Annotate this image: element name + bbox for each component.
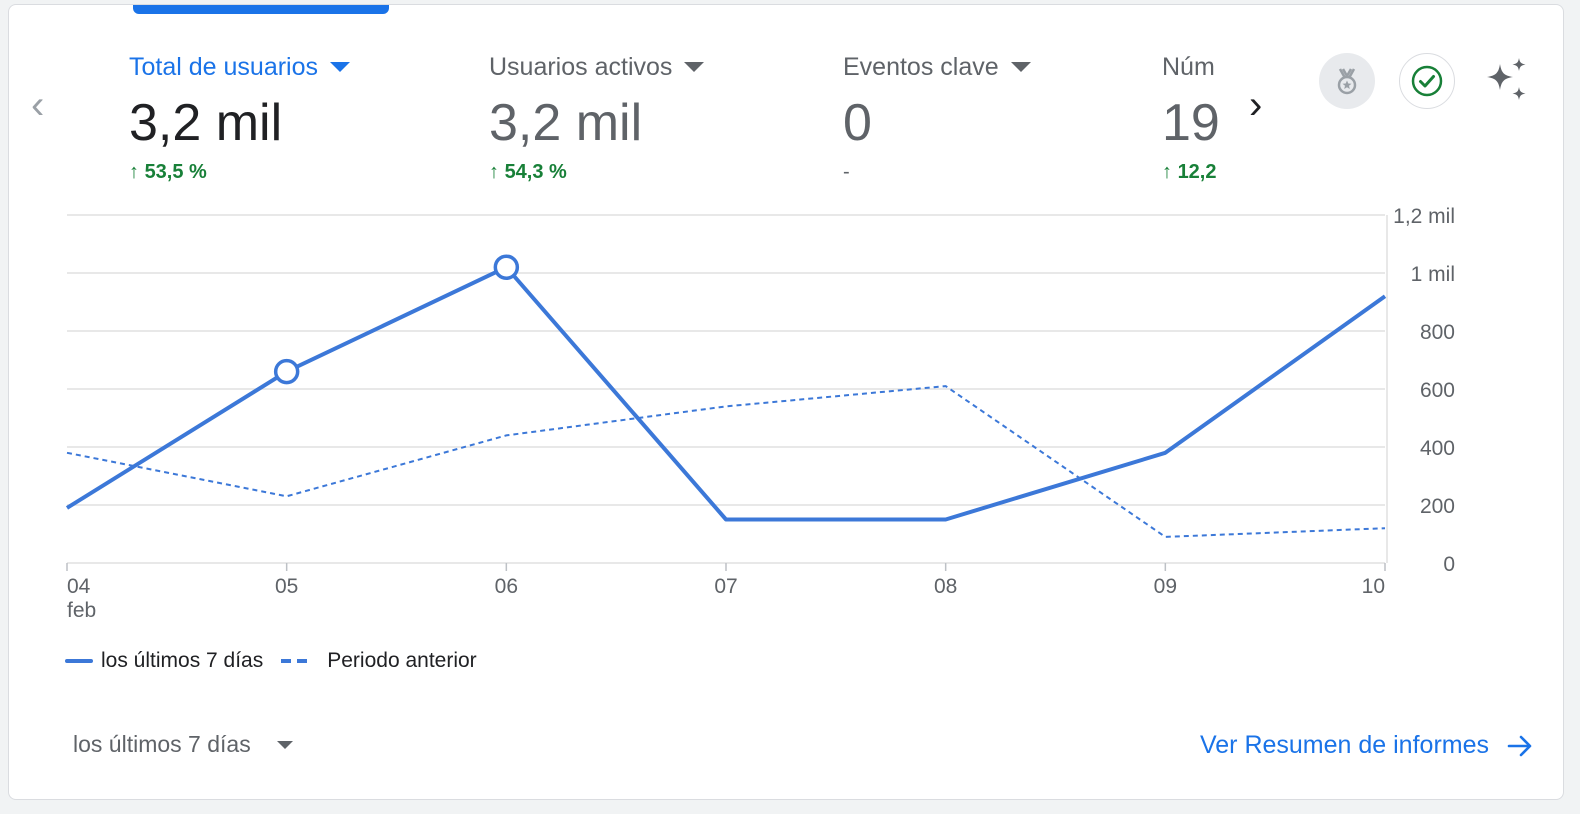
medal-icon[interactable] bbox=[1319, 53, 1375, 109]
caret-down-icon bbox=[330, 62, 351, 72]
x-tick-label: 08 bbox=[934, 575, 957, 598]
caret-down-icon bbox=[1010, 62, 1031, 72]
arrow-right-icon bbox=[1507, 735, 1532, 756]
y-tick-label: 600 bbox=[1420, 379, 1455, 402]
chart-legend: los últimos 7 días Periodo anterior bbox=[65, 649, 495, 673]
check-circle-icon[interactable] bbox=[1399, 53, 1455, 109]
x-tick-label: 04 bbox=[67, 575, 91, 598]
data-point-marker bbox=[273, 358, 300, 385]
metric-change: ↑ 53,5 % bbox=[129, 161, 207, 183]
legend-label: Periodo anterior bbox=[327, 649, 477, 672]
view-reports-label: Ver Resumen de informes bbox=[1199, 731, 1489, 759]
series-line-previous bbox=[66, 385, 1386, 538]
y-tick-label: 0 bbox=[1443, 553, 1455, 576]
caret-down-icon bbox=[276, 740, 293, 749]
chevron-right-icon[interactable]: › bbox=[1249, 83, 1263, 127]
caret-down-icon bbox=[684, 62, 705, 72]
x-tick-label: 05 bbox=[275, 575, 298, 598]
y-tick-label: 800 bbox=[1420, 321, 1455, 344]
summary-card: ‹ Total de usuarios 3,2 mil ↑ 53,5 % Usu… bbox=[8, 4, 1564, 800]
x-tick-label: 06 bbox=[495, 575, 518, 598]
metric-value: 19 bbox=[1162, 94, 1220, 152]
view-reports-link[interactable]: Ver Resumen de informes bbox=[1200, 731, 1533, 760]
chevron-left-icon[interactable]: ‹ bbox=[31, 83, 45, 127]
y-tick-label: 1 mil bbox=[1411, 263, 1455, 286]
data-point-marker bbox=[493, 254, 520, 280]
metric-label[interactable]: Núm bbox=[1162, 52, 1215, 81]
metrics-strip: Total de usuarios 3,2 mil ↑ 53,5 % Usuar… bbox=[119, 45, 1225, 215]
series-line-current bbox=[65, 265, 1387, 522]
x-tick-label: 09 bbox=[1154, 575, 1177, 598]
active-tab-indicator bbox=[133, 5, 389, 14]
date-range-label: los últimos 7 días bbox=[73, 731, 251, 757]
legend-item-previous: Periodo anterior bbox=[281, 649, 477, 673]
legend-solid-swatch bbox=[65, 659, 93, 663]
legend-item-current: los últimos 7 días bbox=[65, 649, 263, 673]
metric-label[interactable]: Total de usuarios bbox=[129, 45, 469, 89]
legend-dashed-swatch bbox=[281, 659, 313, 663]
x-tick-sublabel: feb bbox=[67, 599, 96, 622]
metric-label[interactable]: Usuarios activos bbox=[489, 45, 829, 89]
sparkle-icon[interactable] bbox=[1479, 53, 1535, 109]
y-tick-label: 1,2 mil bbox=[1393, 205, 1455, 228]
x-tick-label: 10 bbox=[1362, 575, 1385, 598]
metric-change: ↑ 12,2 bbox=[1162, 161, 1217, 183]
y-tick-label: 200 bbox=[1420, 495, 1455, 518]
x-tick-label: 07 bbox=[714, 575, 737, 598]
metric-count[interactable]: Núm 19 ↑ 12,2 bbox=[1162, 45, 1225, 184]
date-range-select[interactable]: los últimos 7 días bbox=[73, 731, 293, 758]
legend-label: los últimos 7 días bbox=[101, 649, 264, 672]
metric-active-users[interactable]: Usuarios activos 3,2 mil ↑ 54,3 % bbox=[489, 45, 829, 184]
y-tick-label: 400 bbox=[1420, 437, 1455, 460]
line-chart: 0 200 400 600 800 1 mil 1,2 mil 04 05 06 07 08 09 10 f… bbox=[65, 205, 1455, 622]
metric-change: - bbox=[843, 161, 850, 183]
metric-value: 3,2 mil bbox=[129, 94, 283, 152]
metric-key-events[interactable]: Eventos clave 0 - bbox=[843, 45, 1183, 184]
metric-total-users[interactable]: Total de usuarios 3,2 mil ↑ 53,5 % bbox=[129, 45, 469, 184]
metric-label[interactable]: Eventos clave bbox=[843, 45, 1183, 89]
metric-change: ↑ 54,3 % bbox=[489, 161, 567, 183]
metric-value: 0 bbox=[843, 94, 872, 152]
metric-value: 3,2 mil bbox=[489, 94, 643, 152]
